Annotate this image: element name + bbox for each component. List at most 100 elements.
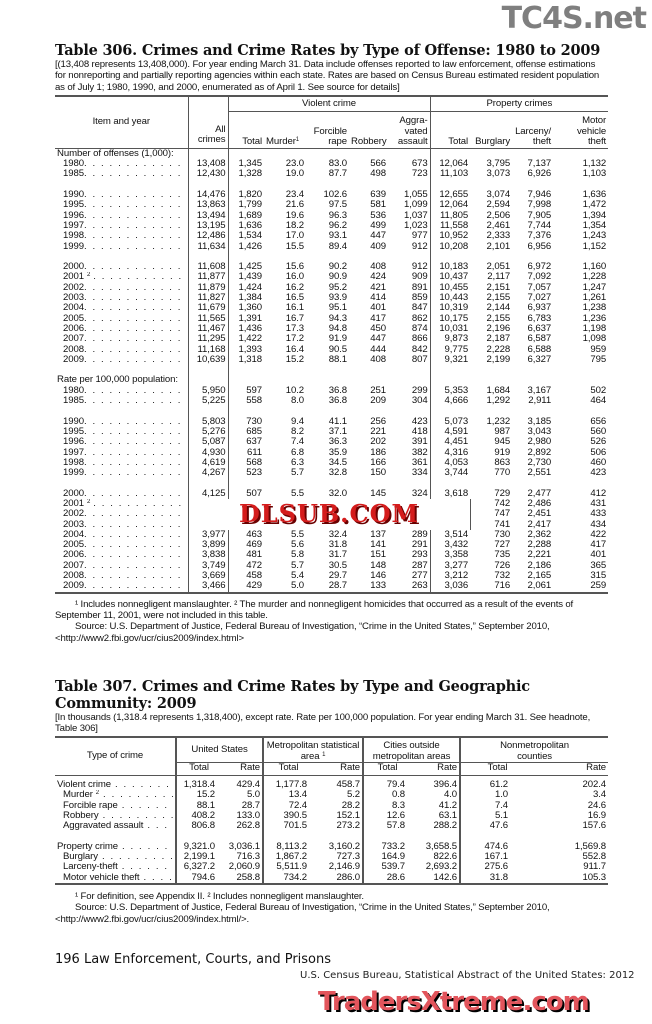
row-label: 2004: [55, 529, 189, 541]
cell-value: 450: [370, 323, 386, 334]
row-label: 2007: [55, 334, 189, 345]
cell-value: 10,437: [439, 272, 469, 283]
cell-value: 822.6: [411, 852, 462, 863]
cell-value: 88.1: [328, 354, 347, 365]
cell-value: 2,892: [527, 447, 552, 458]
cell-value: 7,027: [527, 293, 552, 304]
cell-value: 637: [246, 437, 262, 448]
row-label: 1995: [55, 426, 189, 438]
cell-value: 2,486: [527, 498, 552, 509]
header-rate: Rate: [411, 762, 462, 776]
cell-value: 11,805: [440, 210, 469, 221]
cell-value: 2,980: [527, 437, 552, 448]
row-label: 1985: [55, 396, 189, 407]
cell-value: 401: [590, 550, 607, 561]
row-label: 1998: [55, 231, 189, 242]
row-label: 1996: [55, 210, 189, 221]
cell-value: 945: [494, 437, 511, 448]
table-row: 2002 747 2,451 433: [55, 509, 608, 520]
cell-value: 11,877: [188, 272, 229, 283]
cell-value: 2,196: [486, 323, 511, 334]
cell-value: 568: [246, 457, 262, 468]
cell-value: 3,514: [444, 529, 469, 540]
cell-value: 2,199: [486, 354, 511, 365]
cell-value: 847: [388, 303, 431, 314]
table-row: Larceny-theft 6,327.2 2,060.9 5,511.9 2,146.…: [55, 862, 608, 873]
row-label: Murder 2: [55, 790, 177, 801]
cell-value: 3,212: [444, 571, 469, 582]
cell-value: 3,185: [527, 416, 552, 427]
cell-value: 3,744: [444, 468, 469, 479]
crime-type: Motor vehicle theft: [63, 872, 140, 883]
cell-value: 1,799: [238, 200, 262, 211]
cell-value: 506: [590, 447, 607, 458]
cell-value: 3,432: [444, 540, 469, 551]
row-label: Aggravated assault: [55, 821, 177, 832]
cell-value: 4,591: [444, 426, 469, 437]
cell-value: 2,151: [486, 282, 511, 293]
cell-value: 275.6: [484, 862, 509, 873]
cell-value: 2,186: [527, 560, 552, 571]
cell-value: 145: [370, 488, 386, 499]
cell-value: 1,152: [582, 241, 607, 252]
cell-value: 412: [590, 488, 607, 499]
cell-value: 1,318: [238, 354, 262, 365]
cell-value: 7,092: [527, 272, 552, 283]
cell-value: 2,051: [486, 262, 511, 273]
footnote-marker: 1: [295, 137, 300, 144]
year: 2003: [63, 519, 84, 530]
cell-value: 8.2: [290, 426, 304, 437]
cell-value: 458: [246, 571, 262, 582]
cell-value: 28.7: [221, 800, 265, 811]
row-label: 2008: [55, 344, 189, 355]
cell-value: 16.5: [285, 293, 304, 304]
cell-value: 23.4: [285, 190, 304, 201]
row-label: Motor vehicle theft: [55, 872, 177, 885]
cell-value: 12.6: [386, 810, 406, 821]
cell-value: 1,425: [238, 262, 262, 273]
cell-value: 1,391: [238, 313, 262, 324]
cell-value: 6,637: [527, 323, 552, 334]
row-label: 1985: [55, 169, 189, 180]
cell-value: 36.8: [328, 385, 347, 396]
cell-value: 4,666: [444, 396, 469, 407]
cell-value: 735: [494, 550, 511, 561]
cell-value: 259: [553, 581, 609, 594]
cell-value: 18.2: [285, 220, 304, 231]
row-label: 2002: [55, 509, 189, 520]
cell-value: 96.3: [328, 210, 347, 221]
cell-value: 5,353: [444, 385, 469, 396]
cell-value: 133: [349, 581, 388, 594]
row-label: 2005: [55, 313, 189, 324]
cell-value: 1,261: [582, 293, 607, 304]
cell-value: 673: [388, 159, 431, 170]
cell-value: 7,744: [527, 220, 552, 231]
cell-value: 1,103: [582, 169, 607, 180]
cell-value: 1,360: [238, 303, 262, 314]
section-label: Number of offenses (1,000):: [55, 148, 189, 160]
cell-value: 1,236: [582, 313, 607, 324]
cell-value: 807: [388, 354, 431, 366]
cell-value: 1,228: [582, 272, 607, 283]
cell-value: 3,977: [188, 529, 229, 541]
cell-value: 5.4: [290, 571, 304, 582]
cell-value: 256: [370, 416, 386, 427]
header-type-of-crime: Type of crime: [55, 737, 177, 776]
cell-value: 151: [370, 550, 386, 561]
cell-value: 11,565: [188, 313, 229, 324]
cell-value: 2,693.2: [411, 862, 462, 873]
cell-value: 2,228: [486, 344, 511, 355]
cell-value: 1,436: [238, 323, 262, 334]
crime-type: Robbery: [63, 810, 99, 821]
cell-value: 361: [388, 457, 431, 469]
row-label: 1998: [55, 457, 189, 469]
cell-value: 1,232: [486, 416, 511, 427]
cell-value: 3,795: [486, 159, 511, 170]
header-agg-line3: assault: [397, 136, 428, 148]
cell-value: 1,198: [582, 323, 607, 334]
